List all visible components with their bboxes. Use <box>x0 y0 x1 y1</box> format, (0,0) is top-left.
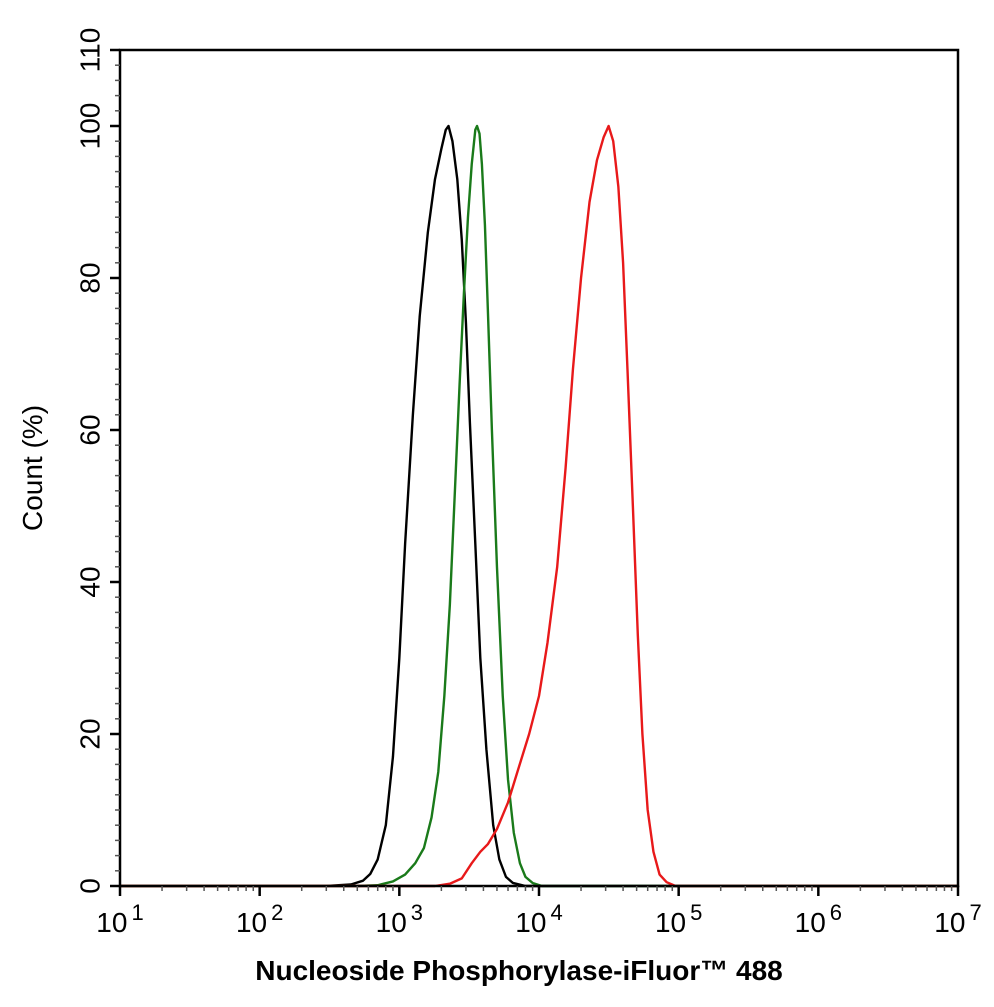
x-tick-base: 10 <box>934 907 965 938</box>
y-tick-label: 110 <box>75 28 106 73</box>
x-tick-exponent: 1 <box>131 900 143 925</box>
x-tick-label: 10 5 <box>655 900 702 938</box>
y-tick-label: 100 <box>75 103 106 150</box>
x-tick-exponent: 6 <box>830 900 842 925</box>
x-tick-base: 10 <box>795 907 826 938</box>
x-tick-base: 10 <box>96 907 127 938</box>
y-tick-label: 40 <box>75 566 106 597</box>
series-layer <box>118 124 960 888</box>
x-tick-label: 10 7 <box>934 900 981 938</box>
y-tick-label: 0 <box>75 878 106 894</box>
y-axis-title: Count (%) <box>17 405 48 531</box>
x-tick-exponent: 3 <box>411 900 423 925</box>
x-tick-base: 10 <box>236 907 267 938</box>
x-tick-label: 10 6 <box>795 900 842 938</box>
x-tick-exponent: 2 <box>271 900 283 925</box>
y-tick-label: 80 <box>75 262 106 293</box>
series-line-1 <box>118 124 960 888</box>
x-tick-exponent: 5 <box>690 900 702 925</box>
x-tick-label: 10 4 <box>515 900 562 938</box>
x-tick-label: 10 3 <box>376 900 423 938</box>
x-tick-label: 10 1 <box>96 900 143 938</box>
y-tick-label: 20 <box>75 718 106 749</box>
x-tick-base: 10 <box>376 907 407 938</box>
x-axis-title: Nucleoside Phosphorylase-iFluor™ 488 <box>255 955 782 986</box>
series-line-3 <box>118 124 960 888</box>
plot-frame <box>118 48 960 888</box>
x-tick-exponent: 4 <box>550 900 562 925</box>
x-tick-exponent: 7 <box>969 900 981 925</box>
series-line-2 <box>118 124 960 888</box>
x-tick-base: 10 <box>655 907 686 938</box>
x-tick-label: 10 2 <box>236 900 283 938</box>
y-tick-label: 60 <box>75 414 106 445</box>
x-tick-base: 10 <box>515 907 546 938</box>
